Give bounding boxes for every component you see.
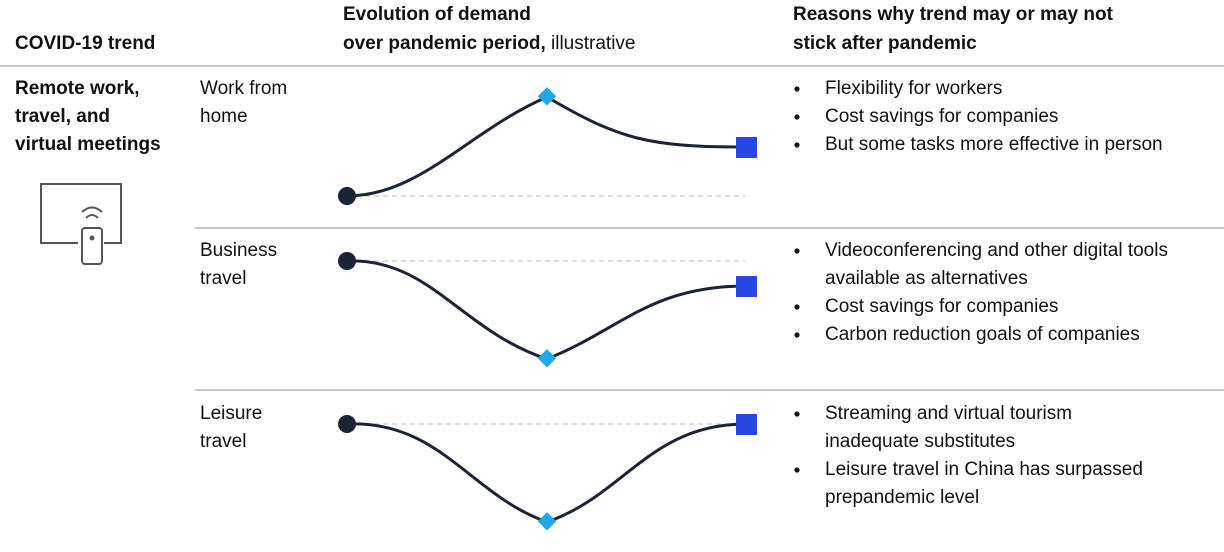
reason: Carbon reduction goals of companies <box>825 324 1140 345</box>
row-label: Business <box>200 240 277 261</box>
header-reasons: stick after pandemic <box>793 33 977 54</box>
reason: prepandemic level <box>825 487 979 508</box>
row-label: travel <box>200 268 246 289</box>
reason: Videoconferencing and other digital tool… <box>825 240 1168 261</box>
curve <box>346 95 747 198</box>
row-label: home <box>200 106 248 127</box>
bullet <box>794 304 800 310</box>
end-point <box>736 414 757 435</box>
row-label: Work from <box>200 78 287 99</box>
curves <box>338 87 757 531</box>
reason: inadequate substitutes <box>825 431 1015 452</box>
end-point <box>736 276 757 297</box>
curve <box>346 259 747 361</box>
curve <box>346 422 747 524</box>
peak-point <box>537 87 557 106</box>
trough-point <box>537 512 557 531</box>
bullet <box>794 411 800 417</box>
start-point <box>338 415 356 433</box>
trough-point <box>537 349 557 368</box>
trend-label: travel, and <box>15 106 110 127</box>
row-label: Leisure <box>200 403 262 424</box>
reason: Cost savings for companies <box>825 106 1058 127</box>
icon <box>40 183 122 265</box>
bullet <box>794 86 800 92</box>
trend-label: virtual meetings <box>15 134 161 155</box>
start-point <box>338 252 356 270</box>
header-note: illustrative <box>551 33 635 54</box>
header-reasons: Reasons why trend may or may not <box>793 4 1114 25</box>
row-label: travel <box>200 431 246 452</box>
bullet <box>794 114 800 120</box>
header-demand-line: over pandemic period, illustrative <box>343 33 636 54</box>
header-trend: COVID-19 trend <box>15 33 155 54</box>
start-point <box>338 187 356 205</box>
bullet <box>794 142 800 148</box>
header-demand: over pandemic period, <box>343 33 546 54</box>
end-point <box>736 137 757 158</box>
bullet <box>794 467 800 473</box>
reason: But some tasks more effective in person <box>825 134 1163 155</box>
reason: Leisure travel in China has surpassed <box>825 459 1143 480</box>
reason: Flexibility for workers <box>825 78 1002 99</box>
trend-label: Remote work, <box>15 78 140 99</box>
reason: available as alternatives <box>825 268 1028 289</box>
bullet <box>794 332 800 338</box>
header-demand: Evolution of demand <box>343 4 531 25</box>
bullet <box>794 248 800 254</box>
reason: Streaming and virtual tourism <box>825 403 1072 424</box>
reason: Cost savings for companies <box>825 296 1058 317</box>
